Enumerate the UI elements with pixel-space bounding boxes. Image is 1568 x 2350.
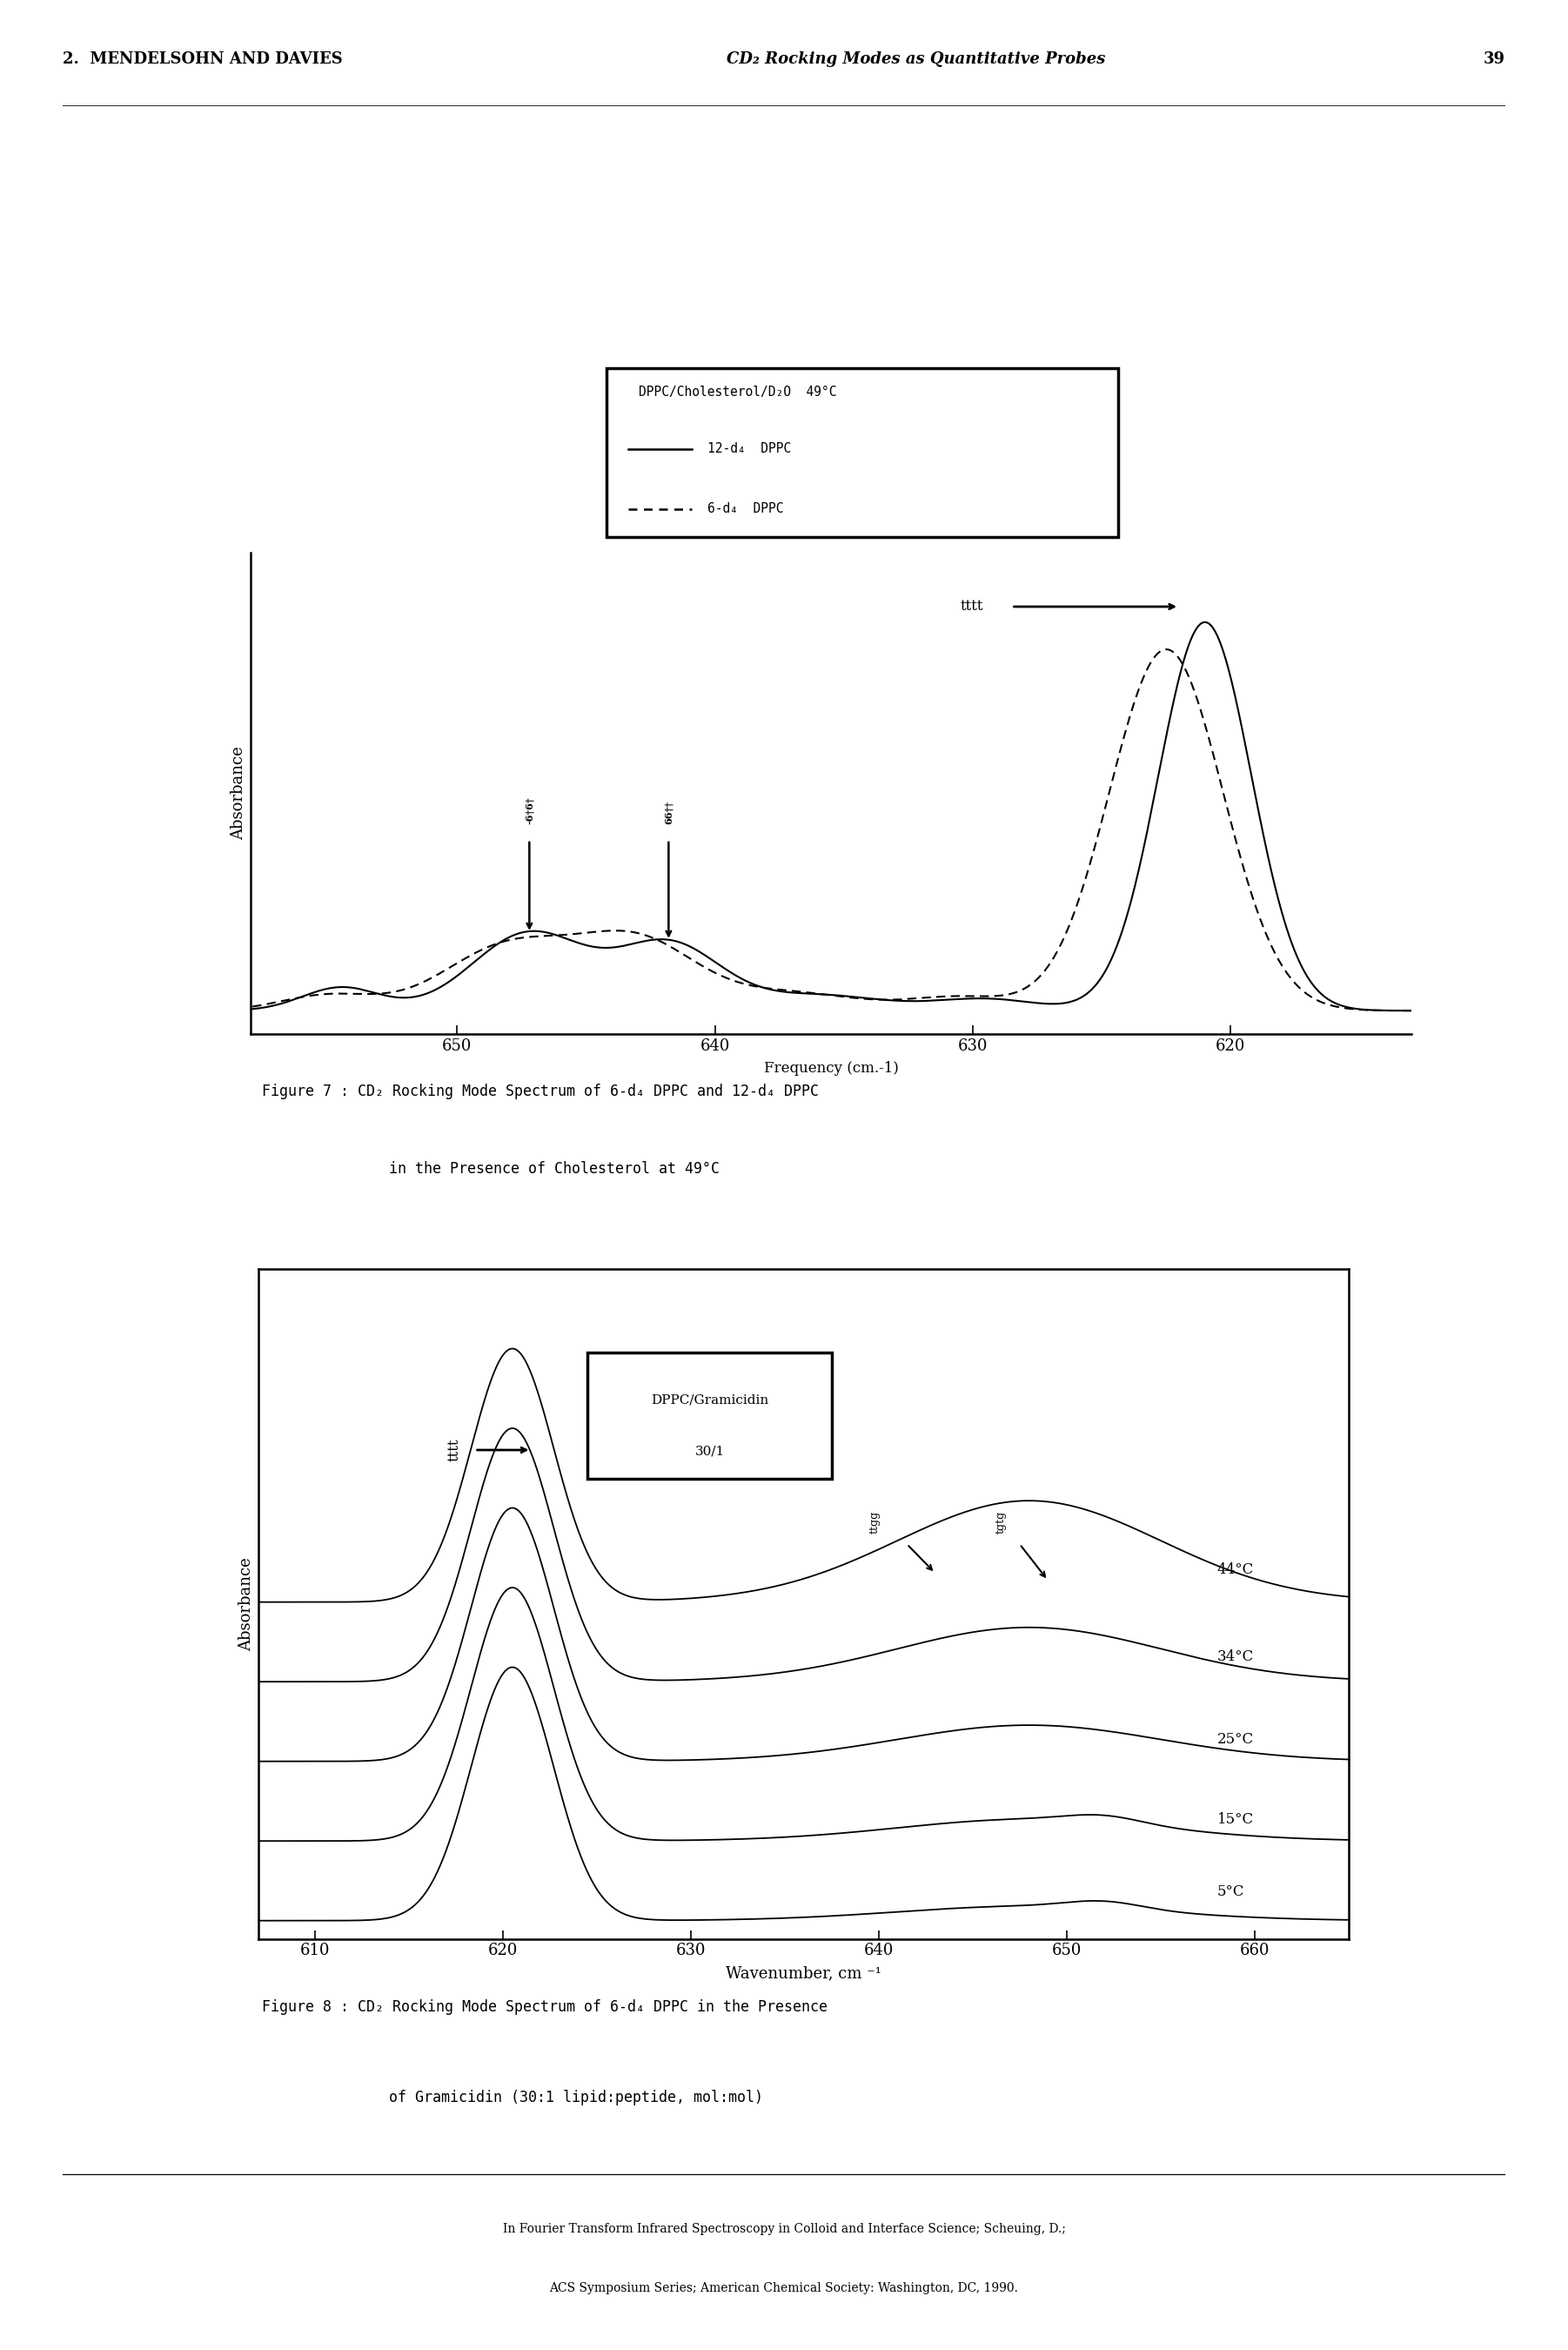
Text: ttgg: ttgg xyxy=(869,1511,881,1532)
Text: 39: 39 xyxy=(1483,52,1505,66)
Text: In Fourier Transform Infrared Spectroscopy in Colloid and Interface Science; Sch: In Fourier Transform Infrared Spectrosco… xyxy=(503,2223,1065,2235)
Text: CD₂ Rocking Modes as Quantitative Probes: CD₂ Rocking Modes as Quantitative Probes xyxy=(726,52,1105,66)
Text: tttt: tttt xyxy=(960,599,983,613)
Text: DPPC/Cholesterol/D₂O  49°C: DPPC/Cholesterol/D₂O 49°C xyxy=(638,385,836,400)
Text: of Gramicidin (30:1 lipid:peptide, mol:mol): of Gramicidin (30:1 lipid:peptide, mol:m… xyxy=(389,2089,764,2106)
Text: ACS Symposium Series; American Chemical Society: Washington, DC, 1990.: ACS Symposium Series; American Chemical … xyxy=(549,2282,1019,2294)
Text: 34°C: 34°C xyxy=(1217,1650,1254,1664)
FancyBboxPatch shape xyxy=(588,1351,831,1478)
Text: Figure 8 : CD₂ Rocking Mode Spectrum of 6-d₄ DPPC in the Presence: Figure 8 : CD₂ Rocking Mode Spectrum of … xyxy=(262,2000,828,2014)
Text: 12-d₄  DPPC: 12-d₄ DPPC xyxy=(707,442,792,456)
Text: 25°C: 25°C xyxy=(1217,1732,1253,1746)
X-axis label: Frequency (cm.-1): Frequency (cm.-1) xyxy=(764,1062,898,1076)
Text: 44°C: 44°C xyxy=(1217,1563,1254,1577)
Text: Figure 7 : CD₂ Rocking Mode Spectrum of 6-d₄ DPPC and 12-d₄ DPPC: Figure 7 : CD₂ Rocking Mode Spectrum of … xyxy=(262,1083,818,1100)
Text: 15°C: 15°C xyxy=(1217,1812,1253,1826)
Y-axis label: Absorbance: Absorbance xyxy=(238,1558,254,1650)
FancyBboxPatch shape xyxy=(607,369,1118,536)
Text: tgtg: tgtg xyxy=(996,1511,1007,1532)
Text: DPPC/Gramicidin: DPPC/Gramicidin xyxy=(651,1394,768,1408)
Text: 2.  MENDELSOHN AND DAVIES: 2. MENDELSOHN AND DAVIES xyxy=(63,52,343,66)
Text: in the Presence of Cholesterol at 49°C: in the Presence of Cholesterol at 49°C xyxy=(389,1161,720,1177)
Text: tttt: tttt xyxy=(447,1438,461,1462)
X-axis label: Wavenumber, cm ⁻¹: Wavenumber, cm ⁻¹ xyxy=(726,1967,881,1981)
Text: 5°C: 5°C xyxy=(1217,1885,1245,1899)
Text: 66††: 66†† xyxy=(663,801,673,825)
Text: -6†6†: -6†6† xyxy=(525,797,535,825)
Y-axis label: Absorbance: Absorbance xyxy=(230,747,246,839)
Text: 6-d₄  DPPC: 6-d₄ DPPC xyxy=(707,503,784,515)
Text: 30/1: 30/1 xyxy=(695,1445,724,1457)
